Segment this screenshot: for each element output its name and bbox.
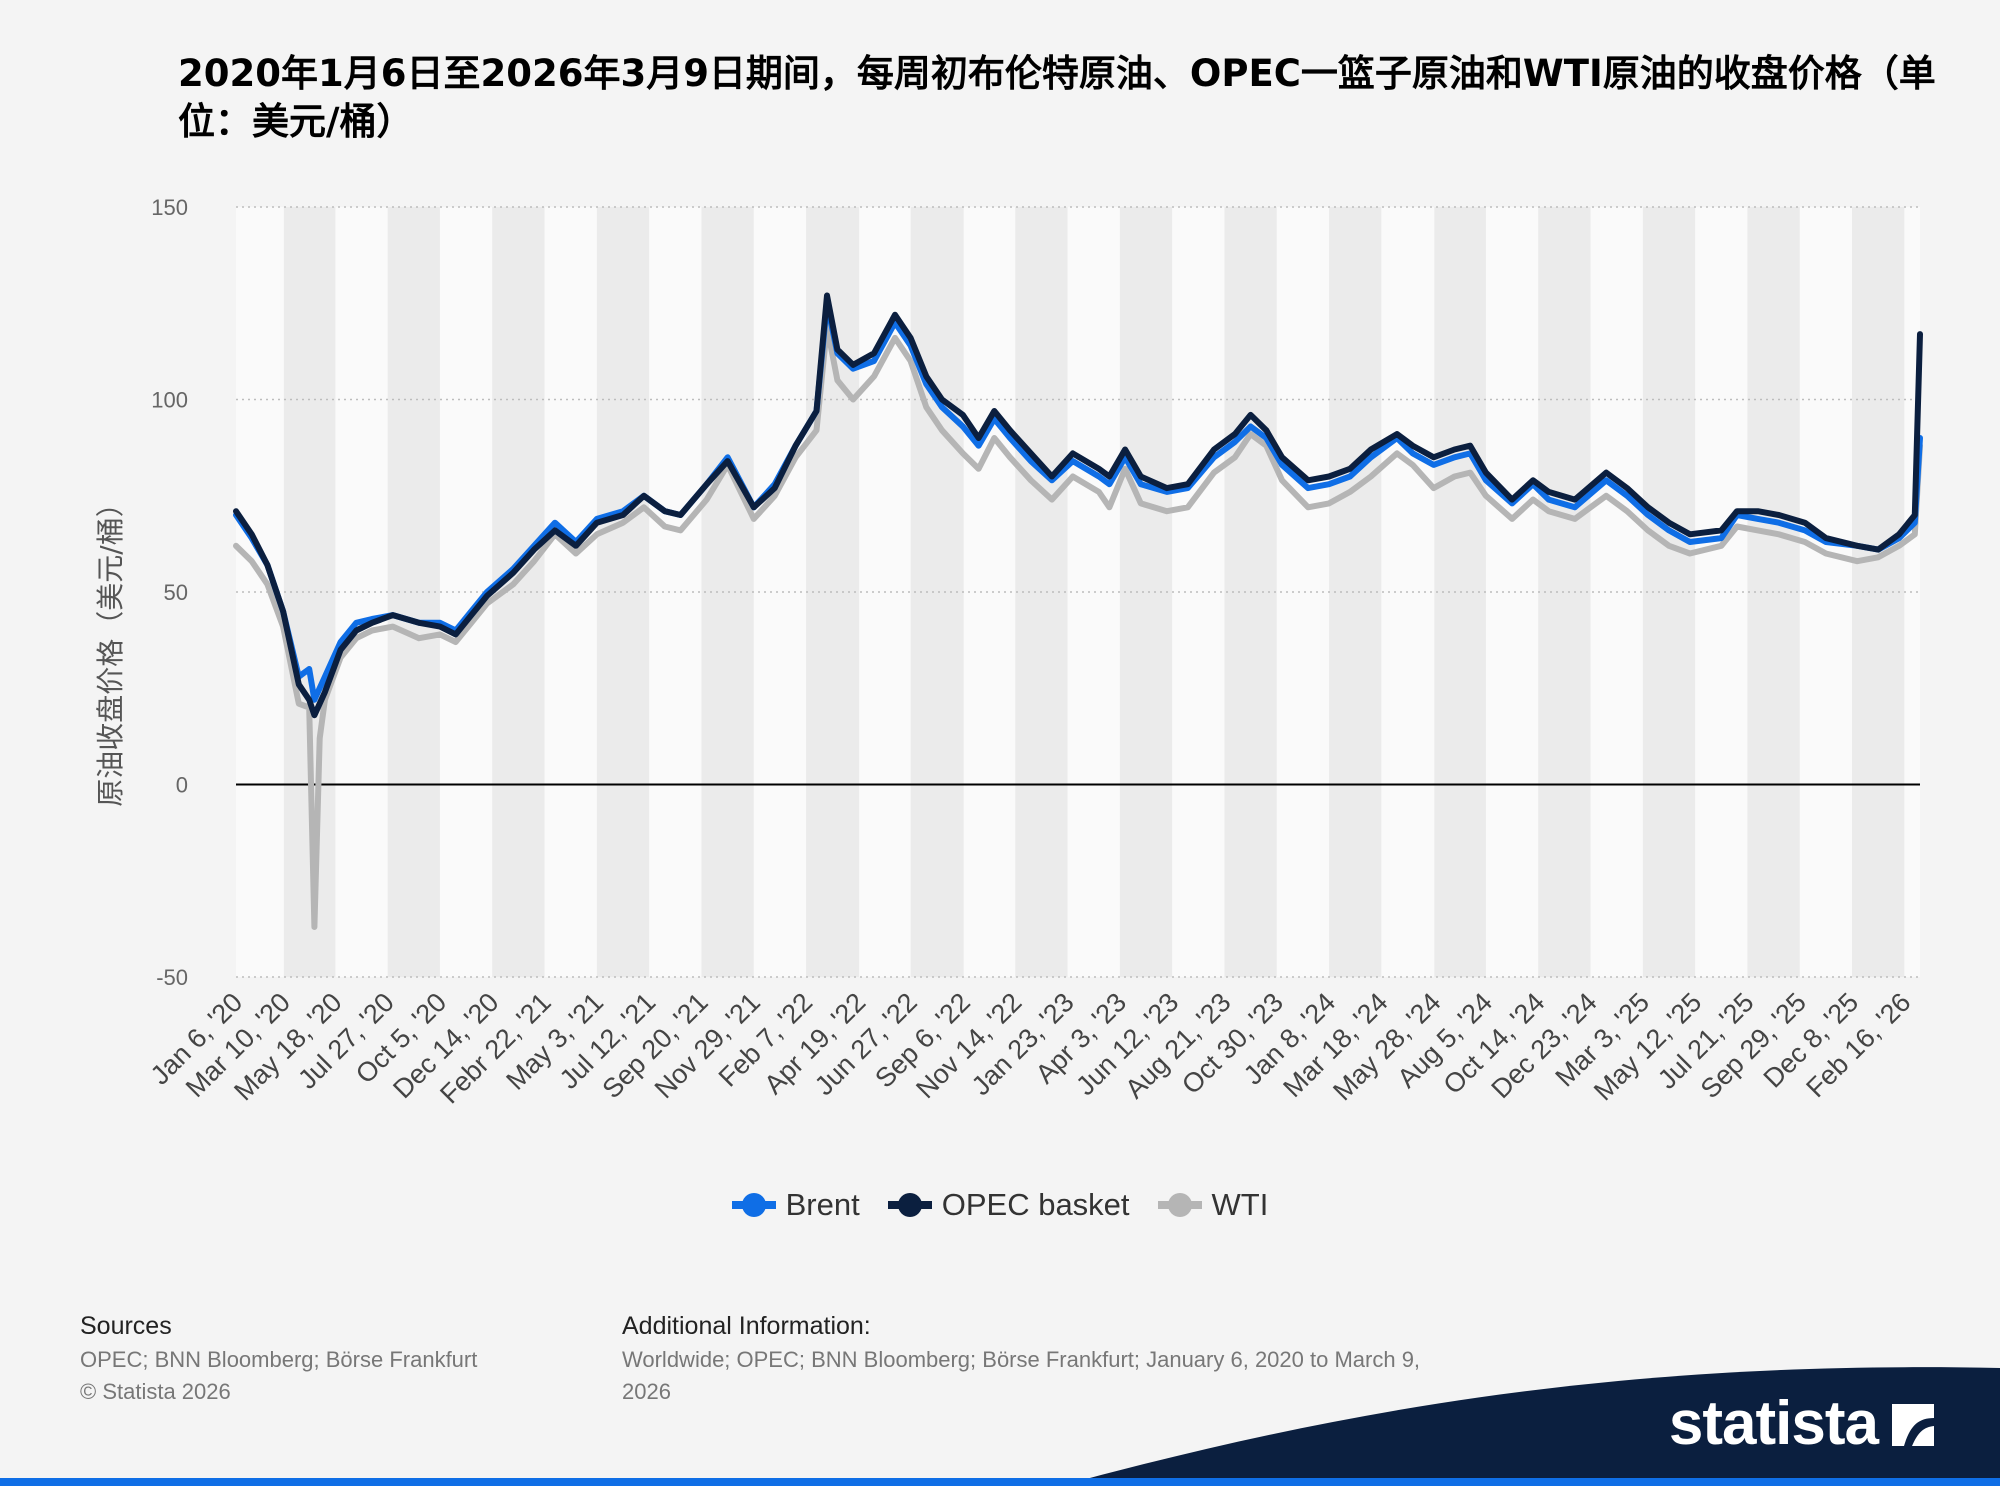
column-band xyxy=(1067,207,1120,977)
column-band xyxy=(335,207,388,977)
additional-info-title: Additional Information: xyxy=(622,1312,871,1340)
legend-swatch xyxy=(1157,1190,1202,1220)
legend-label: WTI xyxy=(1211,1187,1269,1222)
y-tick-label: 150 xyxy=(151,195,188,220)
series-lines xyxy=(233,292,1923,930)
series-line-opec-basket xyxy=(233,292,1923,719)
gridlines xyxy=(236,206,1920,978)
y-axis-ticks: 150 100 50 0 -50 xyxy=(151,195,188,990)
series-line-wti xyxy=(233,323,1923,930)
y-tick-label: 100 xyxy=(151,388,188,413)
copyright: © Statista 2026 xyxy=(80,1379,231,1404)
sources-title: Sources xyxy=(80,1312,172,1340)
y-tick-label: 50 xyxy=(164,580,188,605)
legend: Brent OPEC basket WTI xyxy=(0,1187,2000,1223)
legend-label: OPEC basket xyxy=(941,1187,1130,1222)
y-tick-label: -50 xyxy=(156,965,188,990)
column-band xyxy=(753,207,807,977)
sources-link[interactable]: OPEC; BNN Bloomberg; Börse Frankfurt xyxy=(80,1347,478,1372)
column-band xyxy=(1695,207,1748,977)
column-band xyxy=(1276,207,1330,977)
brand-bottom-line xyxy=(0,1478,2000,1486)
legend-item-wti[interactable]: WTI xyxy=(1157,1187,1269,1223)
legend-swatch xyxy=(731,1190,776,1220)
legend-item-brent[interactable]: Brent xyxy=(731,1187,860,1223)
chart-title: 2020年1月6日至2026年3月9日期间，每周初布伦特原油、OPEC一篮子原油… xyxy=(178,52,1936,143)
column-band xyxy=(963,207,1016,977)
brand-band xyxy=(0,1367,2000,1486)
additional-info-text: Worldwide; OPEC; BNN Bloomberg; Börse Fr… xyxy=(622,1347,1421,1404)
column-band xyxy=(544,207,597,977)
brand-wave-shape xyxy=(1060,1367,2000,1486)
y-axis-label: 原油收盘价格（美元/桶） xyxy=(94,489,127,806)
legend-swatch xyxy=(887,1190,932,1220)
statista-logo-icon xyxy=(1892,1404,1934,1446)
legend-label: Brent xyxy=(785,1187,860,1222)
statista-logo[interactable]: statista xyxy=(1668,1389,1879,1458)
y-tick-label: 0 xyxy=(176,773,188,798)
legend-item-opec-basket[interactable]: OPEC basket xyxy=(887,1187,1130,1223)
column-band xyxy=(1485,207,1539,977)
